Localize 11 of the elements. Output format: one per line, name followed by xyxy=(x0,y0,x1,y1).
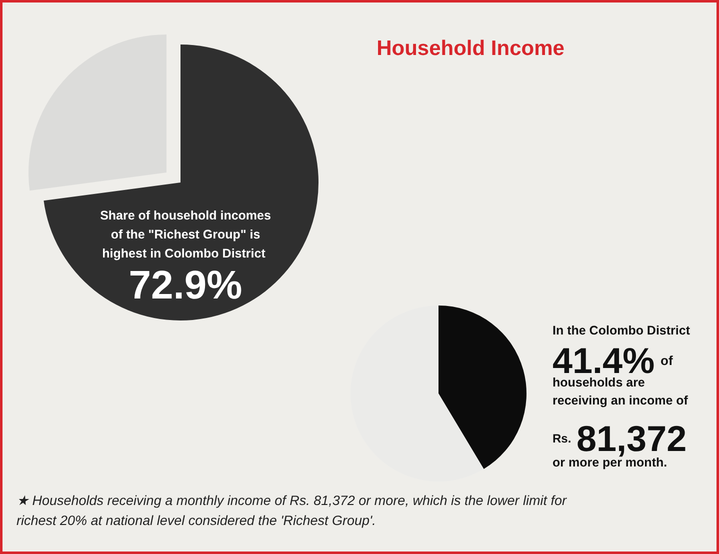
text: of xyxy=(660,353,674,368)
text: receiving an income of xyxy=(552,394,689,408)
text: Rs. xyxy=(552,432,572,446)
text: of the "Richest Group" is xyxy=(110,228,260,242)
text: Share of household incomes xyxy=(100,208,271,222)
text: ★ Households receiving a monthly income of Rs. 81,372 or more, which is the lower limit for xyxy=(16,493,567,508)
text: highest in Colombo District xyxy=(102,246,266,260)
data-label: 72.9% xyxy=(128,264,242,308)
text: In the Colombo District xyxy=(552,324,691,338)
text: richest 20% at national level considered the 'Richest Group'. xyxy=(16,513,376,528)
text: Household Income xyxy=(376,37,564,60)
